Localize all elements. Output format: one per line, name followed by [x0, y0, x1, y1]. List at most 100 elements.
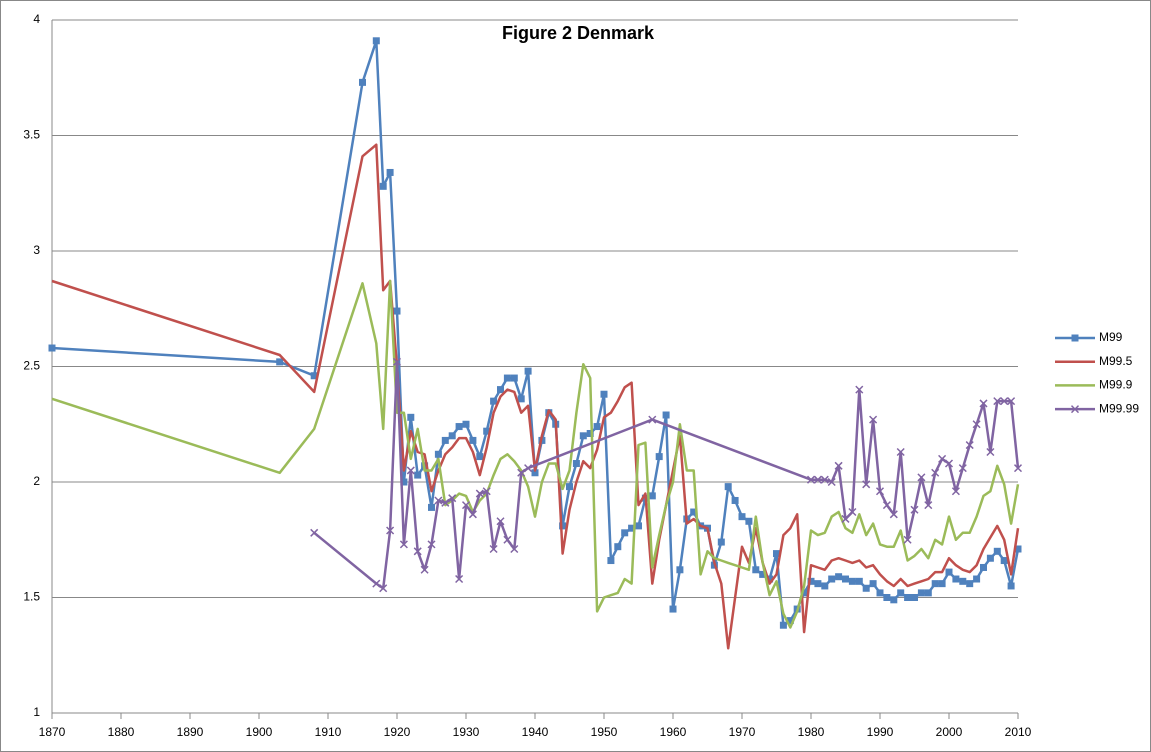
marker	[869, 580, 877, 588]
marker	[524, 367, 532, 375]
marker	[993, 547, 1001, 555]
marker	[379, 182, 387, 190]
marker	[428, 503, 435, 511]
marker	[662, 411, 670, 419]
legend-label: M99.9	[1099, 378, 1133, 392]
marker	[1014, 545, 1022, 553]
marker	[820, 475, 829, 484]
marker	[441, 436, 449, 444]
marker	[938, 454, 947, 463]
marker	[980, 563, 987, 571]
marker	[531, 469, 539, 477]
marker	[455, 423, 463, 431]
marker	[752, 566, 760, 574]
marker	[986, 554, 994, 562]
marker	[579, 432, 587, 440]
legend-marker	[1070, 405, 1080, 414]
marker	[903, 535, 912, 544]
marker	[461, 501, 471, 510]
marker	[952, 575, 960, 583]
marker	[814, 580, 822, 588]
marker	[773, 550, 780, 558]
marker	[407, 413, 415, 421]
x-tick-label: 2010	[1005, 725, 1032, 739]
marker	[862, 480, 871, 489]
marker	[938, 580, 946, 588]
marker	[759, 570, 767, 578]
x-tick-label: 1920	[384, 725, 411, 739]
marker	[482, 487, 491, 496]
marker	[875, 487, 885, 496]
series-line	[51, 143, 1020, 650]
legend-marker	[1071, 334, 1079, 342]
marker	[489, 544, 498, 554]
marker	[806, 475, 816, 484]
marker	[434, 450, 442, 458]
marker	[813, 475, 822, 484]
x-tick-label: 1930	[453, 725, 480, 739]
marker	[931, 580, 939, 588]
marker	[469, 436, 477, 444]
marker	[648, 492, 656, 500]
marker	[959, 577, 967, 585]
x-tick-label: 1960	[660, 725, 687, 739]
legend-label: M99	[1099, 330, 1123, 344]
y-tick-label: 2	[33, 474, 40, 488]
marker	[572, 460, 580, 468]
marker	[779, 621, 787, 629]
x-tick-label: 1870	[39, 725, 66, 739]
marker	[310, 372, 318, 380]
x-tick-label: 1990	[867, 725, 894, 739]
marker	[635, 522, 642, 530]
marker	[406, 466, 415, 475]
y-tick-label: 1	[33, 705, 40, 719]
marker	[496, 517, 505, 526]
marker	[276, 358, 284, 366]
marker	[958, 464, 967, 473]
marker	[889, 510, 898, 519]
marker	[517, 468, 526, 477]
x-tick-label: 1880	[108, 725, 135, 739]
marker	[434, 496, 443, 505]
marker	[1007, 397, 1016, 406]
legend-label: M99.99	[1099, 401, 1139, 415]
x-tick-label: 1970	[729, 725, 756, 739]
marker	[993, 397, 1002, 406]
marker	[745, 517, 753, 525]
marker	[621, 529, 629, 537]
y-tick-label: 2.5	[23, 359, 40, 373]
marker	[600, 390, 608, 398]
marker	[628, 524, 636, 532]
y-tick-label: 4	[33, 12, 40, 26]
x-tick-label: 1940	[522, 725, 549, 739]
marker	[614, 543, 622, 551]
marker	[910, 505, 919, 514]
marker	[475, 489, 484, 498]
marker	[972, 420, 981, 429]
marker	[359, 78, 366, 86]
marker	[800, 589, 808, 597]
marker	[828, 575, 836, 583]
marker	[966, 580, 974, 588]
marker	[676, 566, 684, 574]
marker	[455, 574, 464, 584]
marker	[559, 522, 567, 530]
marker	[842, 575, 849, 583]
x-tick-label: 2000	[936, 725, 963, 739]
marker	[372, 579, 381, 588]
marker	[876, 589, 884, 597]
marker	[786, 617, 794, 625]
marker	[503, 374, 511, 382]
marker	[448, 494, 457, 503]
marker	[766, 575, 774, 583]
marker	[835, 573, 843, 581]
marker	[490, 397, 498, 405]
chart-title: Figure 2 Denmark	[502, 23, 655, 43]
marker	[931, 468, 940, 477]
marker	[566, 483, 573, 491]
marker	[917, 589, 925, 597]
marker	[372, 37, 380, 45]
marker	[848, 507, 857, 517]
marker	[468, 510, 477, 519]
